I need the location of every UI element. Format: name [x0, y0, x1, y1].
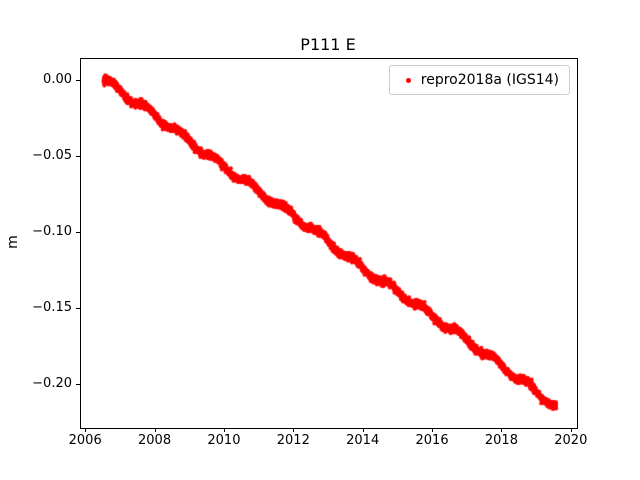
x-tick-mark — [154, 428, 156, 432]
x-tick-mark — [432, 428, 434, 432]
x-tick-label: 2020 — [554, 433, 588, 448]
x-tick-label: 2016 — [415, 433, 449, 448]
x-tick-label: 2014 — [346, 433, 380, 448]
y-tick-label: −0.20 — [32, 375, 72, 391]
y-tick-mark — [76, 231, 80, 233]
scatter-series-canvas — [81, 59, 577, 428]
y-tick-label: −0.05 — [32, 147, 72, 163]
y-tick-mark — [76, 383, 80, 385]
x-tick-label: 2006 — [68, 433, 102, 448]
x-tick-mark — [293, 428, 295, 432]
x-tick-mark — [223, 428, 225, 432]
x-tick-mark — [501, 428, 503, 432]
y-tick-mark — [76, 155, 80, 157]
y-tick-mark — [76, 307, 80, 309]
x-tick-mark — [362, 428, 364, 432]
y-tick-label: −0.15 — [32, 299, 72, 315]
plot-area: repro2018a (IGS14) — [80, 58, 578, 429]
chart-title: P111 E — [300, 35, 356, 54]
legend-marker-dot — [405, 77, 411, 83]
y-tick-mark — [76, 80, 80, 82]
x-tick-label: 2008 — [138, 433, 172, 448]
x-tick-label: 2012 — [276, 433, 310, 448]
x-tick-label: 2010 — [207, 433, 241, 448]
x-tick-mark — [570, 428, 572, 432]
x-tick-label: 2018 — [484, 433, 518, 448]
y-tick-label: −0.10 — [32, 223, 72, 239]
legend-label: repro2018a (IGS14) — [420, 72, 559, 88]
x-tick-mark — [85, 428, 87, 432]
y-tick-label: 0.00 — [43, 72, 72, 88]
legend: repro2018a (IGS14) — [388, 65, 570, 95]
